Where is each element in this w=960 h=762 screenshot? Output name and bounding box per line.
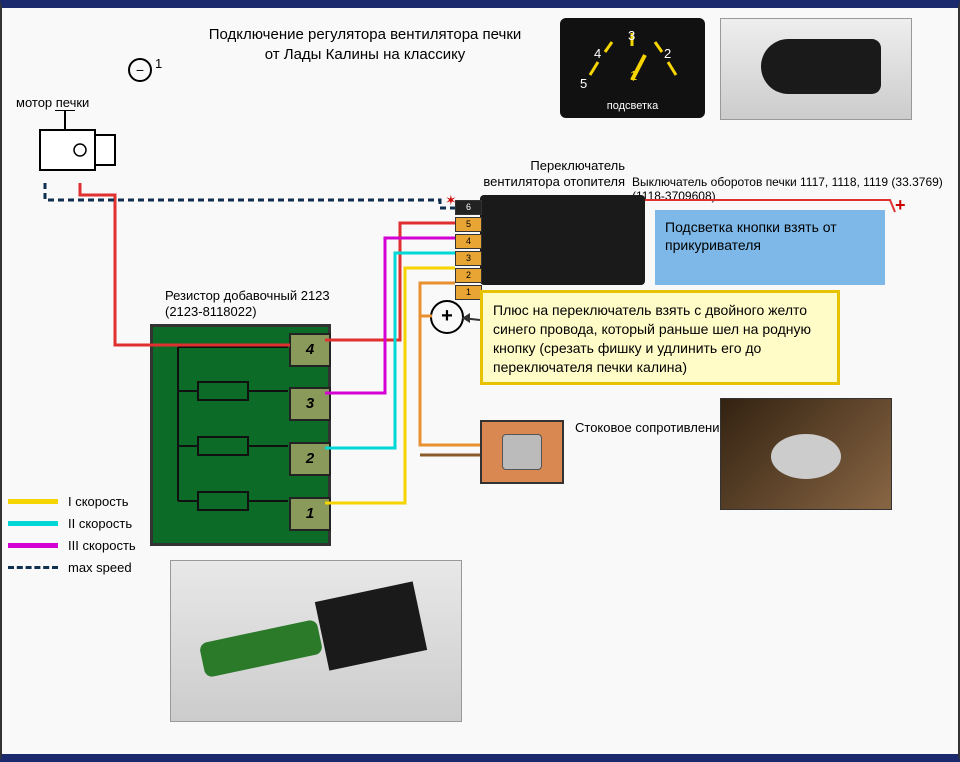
plus-marker: +	[895, 195, 906, 216]
stock-resistance-box	[480, 420, 564, 484]
resistor-label-text: Резистор добавочный 2123	[165, 288, 330, 303]
resistor-code: (2123-8118022)	[165, 304, 257, 319]
gauge-pos-5: 5	[580, 76, 587, 91]
plus-circle: +	[430, 300, 464, 334]
pin-6: 6	[455, 200, 482, 215]
resistor-photo	[170, 560, 462, 722]
stock-photo	[720, 398, 892, 510]
gauge-dial: 5 4 3 2 1 подсветка	[560, 18, 705, 118]
switch-label: Переключатель вентилятора отопителя	[455, 158, 625, 189]
gauge-pos-3: 3	[628, 28, 635, 43]
blue-info-box: Подсветка кнопки взять от прикуривателя	[655, 210, 885, 285]
pin-3: 3	[455, 251, 482, 266]
negative-label: 1	[155, 56, 162, 71]
motor-icon	[35, 110, 125, 180]
resistor-pin-1: 1	[289, 497, 331, 531]
gauge-pos-2: 2	[664, 46, 671, 61]
switch-codes: Выключатель оборотов печки 1117, 1118, 1…	[632, 175, 960, 204]
motor-label: мотор печки	[16, 95, 89, 110]
resistor-pin-2: 2	[289, 442, 331, 476]
pin-stack: 6 5 4 3 2 1	[455, 200, 480, 302]
legend-3: III скорость	[68, 538, 136, 553]
connector-block	[480, 195, 645, 285]
legend-2: II скорость	[68, 516, 132, 531]
legend-1: I скорость	[68, 494, 128, 509]
pin-5: 5	[455, 217, 482, 232]
yellow-info-box: Плюс на переключатель взять с двойного ж…	[480, 290, 840, 385]
legend-4: max speed	[68, 560, 132, 575]
pin-2: 2	[455, 268, 482, 283]
resistor-block: 4 3 2 1	[150, 324, 331, 546]
resistor-label: Резистор добавочный 2123 (2123-8118022)	[165, 288, 330, 319]
gauge-pos-4: 4	[594, 46, 601, 61]
resistor-pin-3: 3	[289, 387, 331, 421]
stock-label: Стоковое сопротивление	[575, 420, 727, 436]
pin-4: 4	[455, 234, 482, 249]
knob-photo	[720, 18, 912, 120]
gauge-label: подсветка	[560, 100, 705, 112]
pin-1: 1	[455, 285, 482, 300]
resistor-pin-4: 4	[289, 333, 331, 367]
gauge-pos-1: 1	[630, 68, 637, 83]
diagram-title: Подключение регулятора вентилятора печки…	[200, 25, 530, 64]
legend: I скорость II скорость III скорость max …	[8, 490, 136, 578]
negative-terminal: −	[128, 58, 152, 82]
